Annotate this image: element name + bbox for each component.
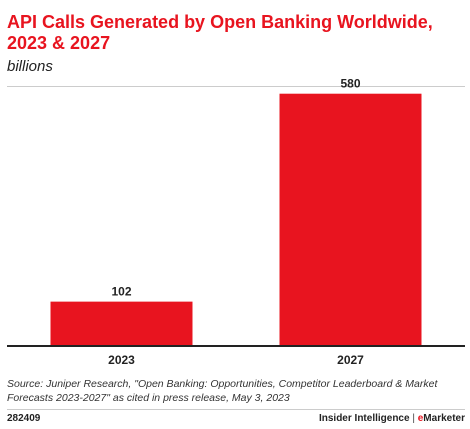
chart-subtitle: billions xyxy=(7,58,53,75)
data-label-2027: 580 xyxy=(340,77,360,91)
brand-logo: Insider Intelligence | eMarketer xyxy=(319,413,465,424)
bottom-divider xyxy=(7,409,465,410)
brand-marketer: Marketer xyxy=(423,413,465,424)
data-label-2023: 102 xyxy=(111,285,131,299)
bar-2027 xyxy=(279,93,422,346)
source-note: Source: Juniper Research, "Open Banking:… xyxy=(7,378,438,404)
chart-title: API Calls Generated by Open Banking Worl… xyxy=(7,12,433,53)
brand-separator: | xyxy=(412,413,415,424)
brand-name: Insider Intelligence xyxy=(318,413,410,424)
bar-2023 xyxy=(50,301,193,346)
top-divider xyxy=(7,86,465,87)
x-tick-label-2023: 2023 xyxy=(108,353,135,367)
chart-id: 282409 xyxy=(7,413,41,424)
brand-e: e xyxy=(417,413,424,424)
x-tick-label-2027: 2027 xyxy=(337,353,364,367)
